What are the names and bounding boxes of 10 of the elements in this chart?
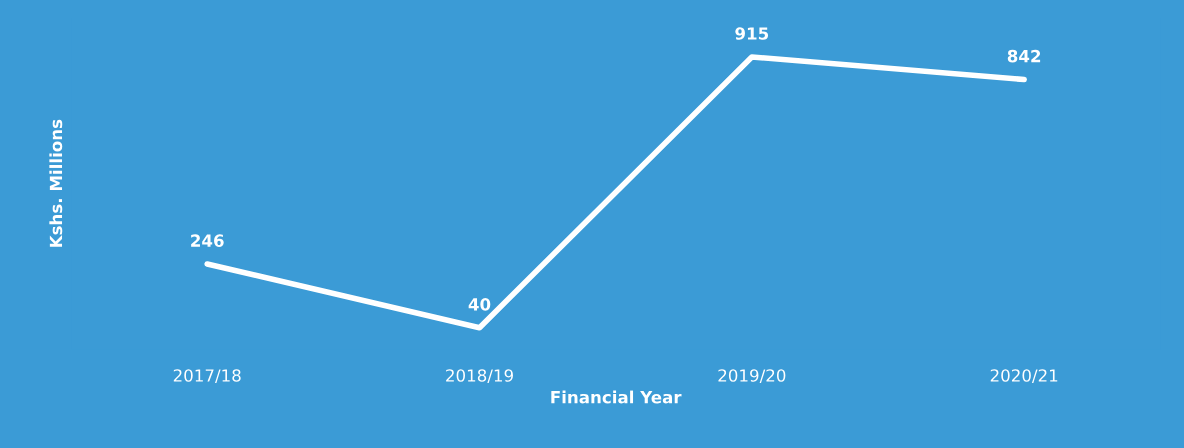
y-axis-title: Kshs. Millions <box>49 119 63 247</box>
x-tick-label: 2019/20 <box>718 369 786 384</box>
x-tick-label: 2020/21 <box>990 369 1058 384</box>
data-label: 842 <box>1007 49 1041 63</box>
x-axis-title: Financial Year <box>551 390 682 404</box>
x-tick-label: 2017/18 <box>173 369 241 384</box>
data-label: 40 <box>468 298 491 311</box>
x-tick-label: 2018/19 <box>446 369 513 384</box>
data-label: 915 <box>735 27 769 40</box>
data-label: 246 <box>191 234 224 247</box>
